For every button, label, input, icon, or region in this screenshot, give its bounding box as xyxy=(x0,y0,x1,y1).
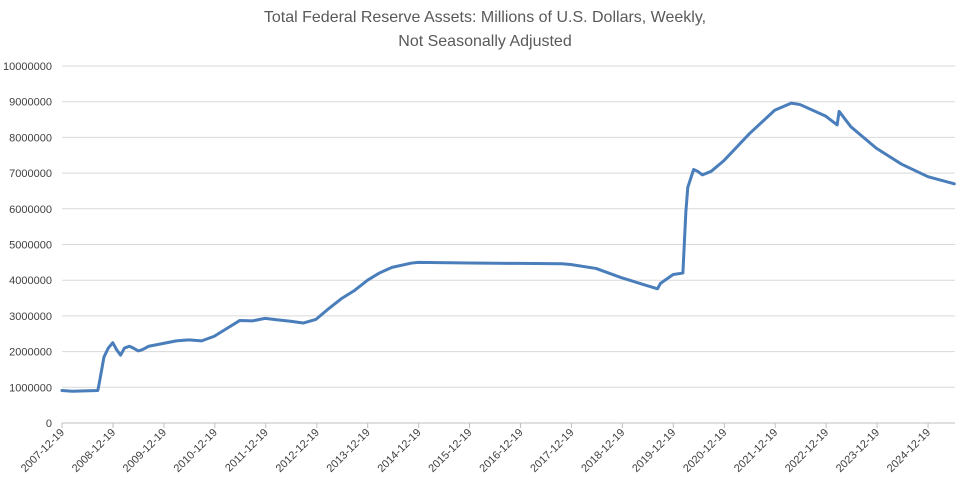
y-tick-label: 9000000 xyxy=(9,97,52,109)
series-layer xyxy=(60,101,956,393)
x-tick-label: 2007-12-19 xyxy=(19,427,67,475)
y-tick-label: 1000000 xyxy=(9,382,52,394)
y-tick-label: 8000000 xyxy=(9,132,52,144)
x-tick-label: 2016-12-19 xyxy=(477,427,525,475)
chart-title: Total Federal Reserve Assets: Millions o… xyxy=(264,9,706,26)
x-tick-label: 2021-12-19 xyxy=(732,427,780,475)
x-tick-label: 2018-12-19 xyxy=(579,427,627,475)
y-tick-label: 4000000 xyxy=(9,275,52,287)
y-tick-label: 3000000 xyxy=(9,311,52,323)
x-axis-tick-labels: 2007-12-19 2008-12-19 2009-12-19 2010-12-19… xyxy=(19,423,933,475)
x-tick-label: 2022-12-19 xyxy=(783,427,831,475)
x-tick-label: 2019-12-19 xyxy=(630,427,678,475)
x-tick-label: 2010-12-19 xyxy=(172,427,220,475)
x-tick-label: 2014-12-19 xyxy=(375,427,423,475)
x-tick-label: 2008-12-19 xyxy=(70,427,118,475)
x-tick-label: 2024-12-19 xyxy=(885,427,933,475)
series-line xyxy=(60,101,956,393)
x-tick-label: 2017-12-19 xyxy=(528,427,576,475)
x-tick-label: 2023-12-19 xyxy=(834,427,882,475)
chart-subtitle: Not Seasonally Adjusted xyxy=(398,33,571,50)
gridlines xyxy=(62,65,955,388)
x-tick-label: 2020-12-19 xyxy=(681,427,729,475)
x-tick-label: 2011-12-19 xyxy=(223,427,271,475)
y-tick-label: 6000000 xyxy=(9,204,52,216)
y-tick-label: 2000000 xyxy=(9,347,52,359)
y-tick-label: 5000000 xyxy=(9,240,52,252)
x-tick-label: 2015-12-19 xyxy=(426,427,474,475)
x-tick-label: 2009-12-19 xyxy=(121,427,169,475)
x-tick-label: 2012-12-19 xyxy=(274,427,322,475)
x-tick-label: 2013-12-19 xyxy=(325,427,373,475)
y-axis-tick-labels: 0 1000000 2000000 3000000 4000000 5000000 6000… xyxy=(3,61,52,430)
y-tick-label: 7000000 xyxy=(9,168,52,180)
y-tick-label: 10000000 xyxy=(3,61,52,73)
y-tick-label: 0 xyxy=(46,418,52,430)
